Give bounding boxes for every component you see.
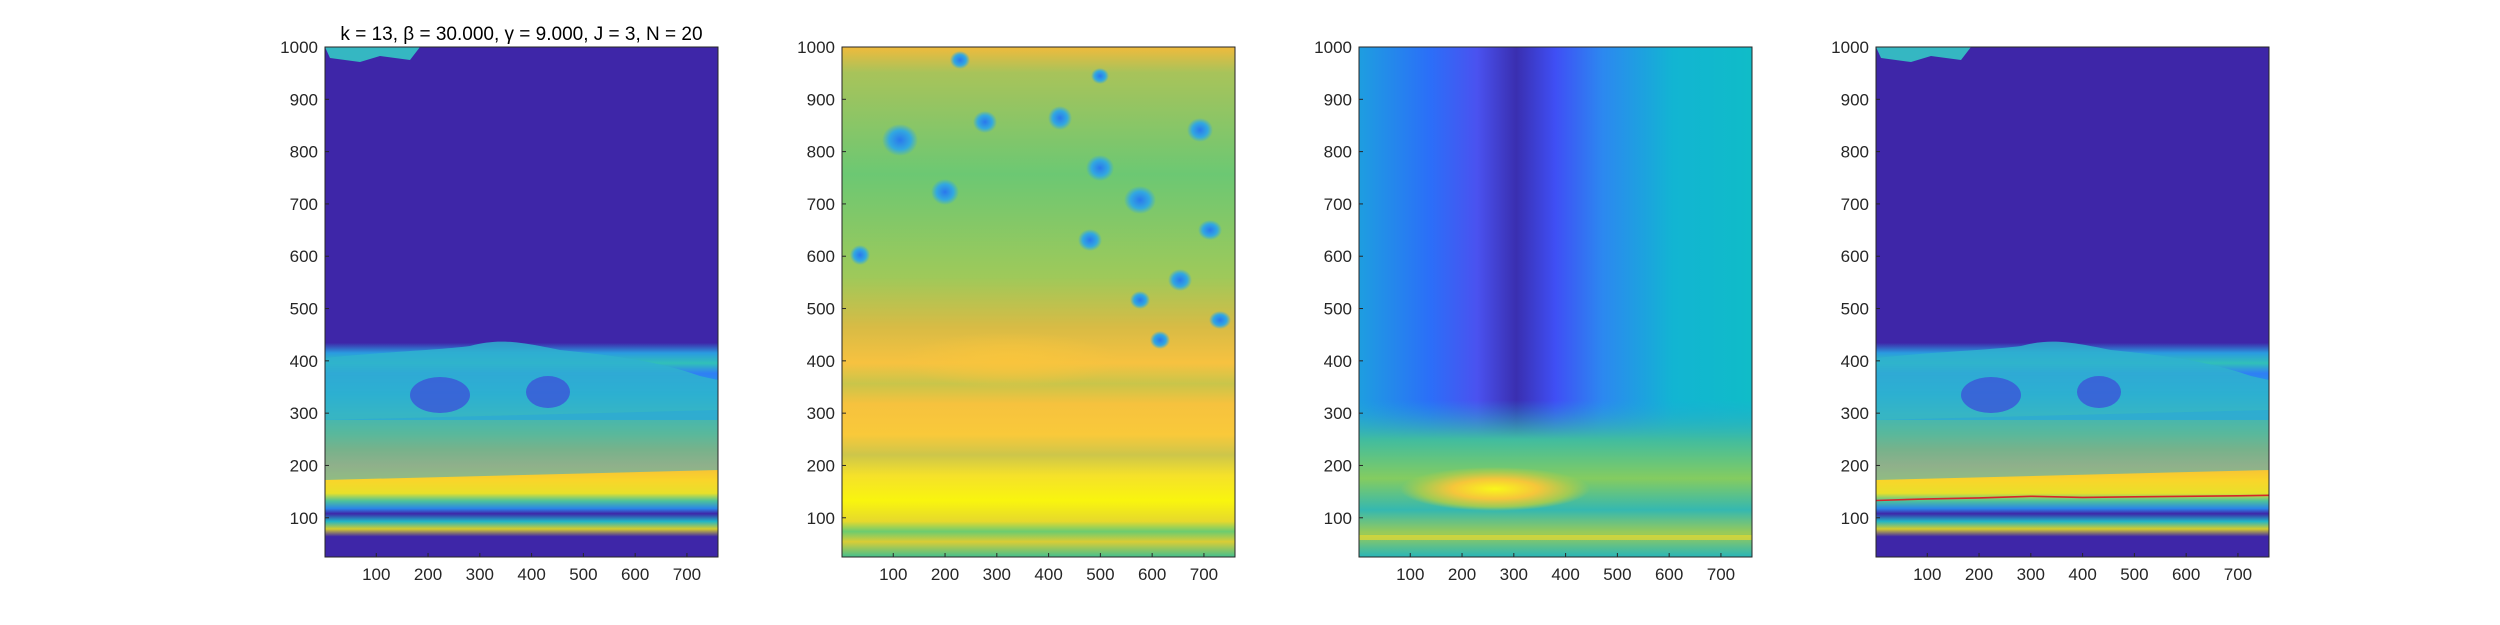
y-tick-label: 200 bbox=[290, 456, 318, 475]
y-tick-label: 900 bbox=[807, 90, 835, 109]
x-tick-label: 400 bbox=[1551, 565, 1579, 584]
y-tick-label: 1000 bbox=[280, 38, 318, 57]
panel-4 bbox=[1875, 46, 2270, 558]
x-tick-label: 200 bbox=[414, 565, 442, 584]
y-tick-label: 700 bbox=[807, 195, 835, 214]
x-tick-label: 400 bbox=[2068, 565, 2096, 584]
panel-3 bbox=[1358, 46, 1753, 558]
y-tick-label: 300 bbox=[807, 404, 835, 423]
x-tick-label: 100 bbox=[362, 565, 390, 584]
x-tick-label: 200 bbox=[1448, 565, 1476, 584]
y-tick-label: 500 bbox=[807, 300, 835, 319]
panel-3-frame bbox=[1358, 46, 1753, 558]
y-tick-label: 700 bbox=[290, 195, 318, 214]
x-tick-label: 600 bbox=[621, 565, 649, 584]
x-tick-label: 300 bbox=[2017, 565, 2045, 584]
y-tick-label: 200 bbox=[807, 456, 835, 475]
x-tick-label: 100 bbox=[1396, 565, 1424, 584]
y-tick-label: 200 bbox=[1841, 456, 1869, 475]
x-tick-label: 600 bbox=[1138, 565, 1166, 584]
y-tick-label: 900 bbox=[290, 90, 318, 109]
y-tick-label: 500 bbox=[1841, 300, 1869, 319]
panel-2 bbox=[841, 46, 1236, 558]
ridge-line bbox=[1876, 494, 2269, 502]
y-tick-label: 900 bbox=[1324, 90, 1352, 109]
x-tick-label: 600 bbox=[1655, 565, 1683, 584]
x-tick-label: 500 bbox=[1603, 565, 1631, 584]
x-tick-label: 500 bbox=[2120, 565, 2148, 584]
x-tick-label: 300 bbox=[983, 565, 1011, 584]
y-tick-label: 500 bbox=[290, 300, 318, 319]
y-tick-label: 200 bbox=[1324, 456, 1352, 475]
x-tick-label: 200 bbox=[1965, 565, 1993, 584]
y-tick-label: 600 bbox=[807, 247, 835, 266]
x-tick-label: 100 bbox=[1913, 565, 1941, 584]
x-tick-label: 400 bbox=[1034, 565, 1062, 584]
y-tick-label: 800 bbox=[1324, 143, 1352, 162]
panel-2-heatmap bbox=[842, 47, 1235, 557]
x-tick-label: 600 bbox=[2172, 565, 2200, 584]
x-tick-label: 300 bbox=[1500, 565, 1528, 584]
axes-layer: 100 200 300 400 500 600 700 100 200 300 400 500 600 7… bbox=[280, 38, 2252, 584]
panel-2-frame bbox=[841, 46, 1236, 558]
panel-4-frame bbox=[1875, 46, 2270, 558]
y-tick-label: 1000 bbox=[797, 38, 835, 57]
y-tick-label: 1000 bbox=[1314, 38, 1352, 57]
y-tick-label: 800 bbox=[1841, 143, 1869, 162]
y-tick-label: 700 bbox=[1324, 195, 1352, 214]
x-tick-label: 200 bbox=[931, 565, 959, 584]
y-tick-label: 800 bbox=[290, 143, 318, 162]
panel-1-frame bbox=[324, 46, 719, 558]
y-tick-label: 900 bbox=[1841, 90, 1869, 109]
panel-4-heatmap bbox=[1876, 47, 2269, 557]
panel-3-heatmap bbox=[1359, 47, 1752, 557]
y-tick-label: 700 bbox=[1841, 195, 1869, 214]
y-tick-label: 400 bbox=[290, 352, 318, 371]
ridge-line-layer bbox=[1876, 494, 2269, 502]
y-tick-label: 300 bbox=[1324, 404, 1352, 423]
y-tick-label: 100 bbox=[290, 509, 318, 528]
y-tick-label: 300 bbox=[290, 404, 318, 423]
y-tick-label: 600 bbox=[1841, 247, 1869, 266]
y-tick-label: 400 bbox=[807, 352, 835, 371]
x-tick-label: 500 bbox=[1086, 565, 1114, 584]
y-tick-label: 600 bbox=[1324, 247, 1352, 266]
x-tick-label: 700 bbox=[673, 565, 701, 584]
y-tick-label: 1000 bbox=[1831, 38, 1869, 57]
x-tick-label: 300 bbox=[466, 565, 494, 584]
x-tick-label: 400 bbox=[517, 565, 545, 584]
panel-1-heatmap bbox=[325, 47, 718, 557]
y-tick-label: 100 bbox=[807, 509, 835, 528]
x-tick-label: 500 bbox=[569, 565, 597, 584]
x-tick-label: 700 bbox=[1707, 565, 1735, 584]
y-tick-label: 300 bbox=[1841, 404, 1869, 423]
y-tick-label: 100 bbox=[1324, 509, 1352, 528]
x-tick-label: 700 bbox=[1190, 565, 1218, 584]
panel-1: k = 13, β = 30.000, γ = 9.000, J = 3, N … bbox=[324, 24, 719, 558]
y-tick-label: 600 bbox=[290, 247, 318, 266]
y-tick-label: 400 bbox=[1841, 352, 1869, 371]
y-tick-label: 400 bbox=[1324, 352, 1352, 371]
x-tick-label: 700 bbox=[2224, 565, 2252, 584]
y-tick-label: 100 bbox=[1841, 509, 1869, 528]
y-tick-label: 800 bbox=[807, 143, 835, 162]
y-tick-label: 500 bbox=[1324, 300, 1352, 319]
panel-1-title: k = 13, β = 30.000, γ = 9.000, J = 3, N … bbox=[340, 24, 702, 45]
x-tick-label: 100 bbox=[879, 565, 907, 584]
